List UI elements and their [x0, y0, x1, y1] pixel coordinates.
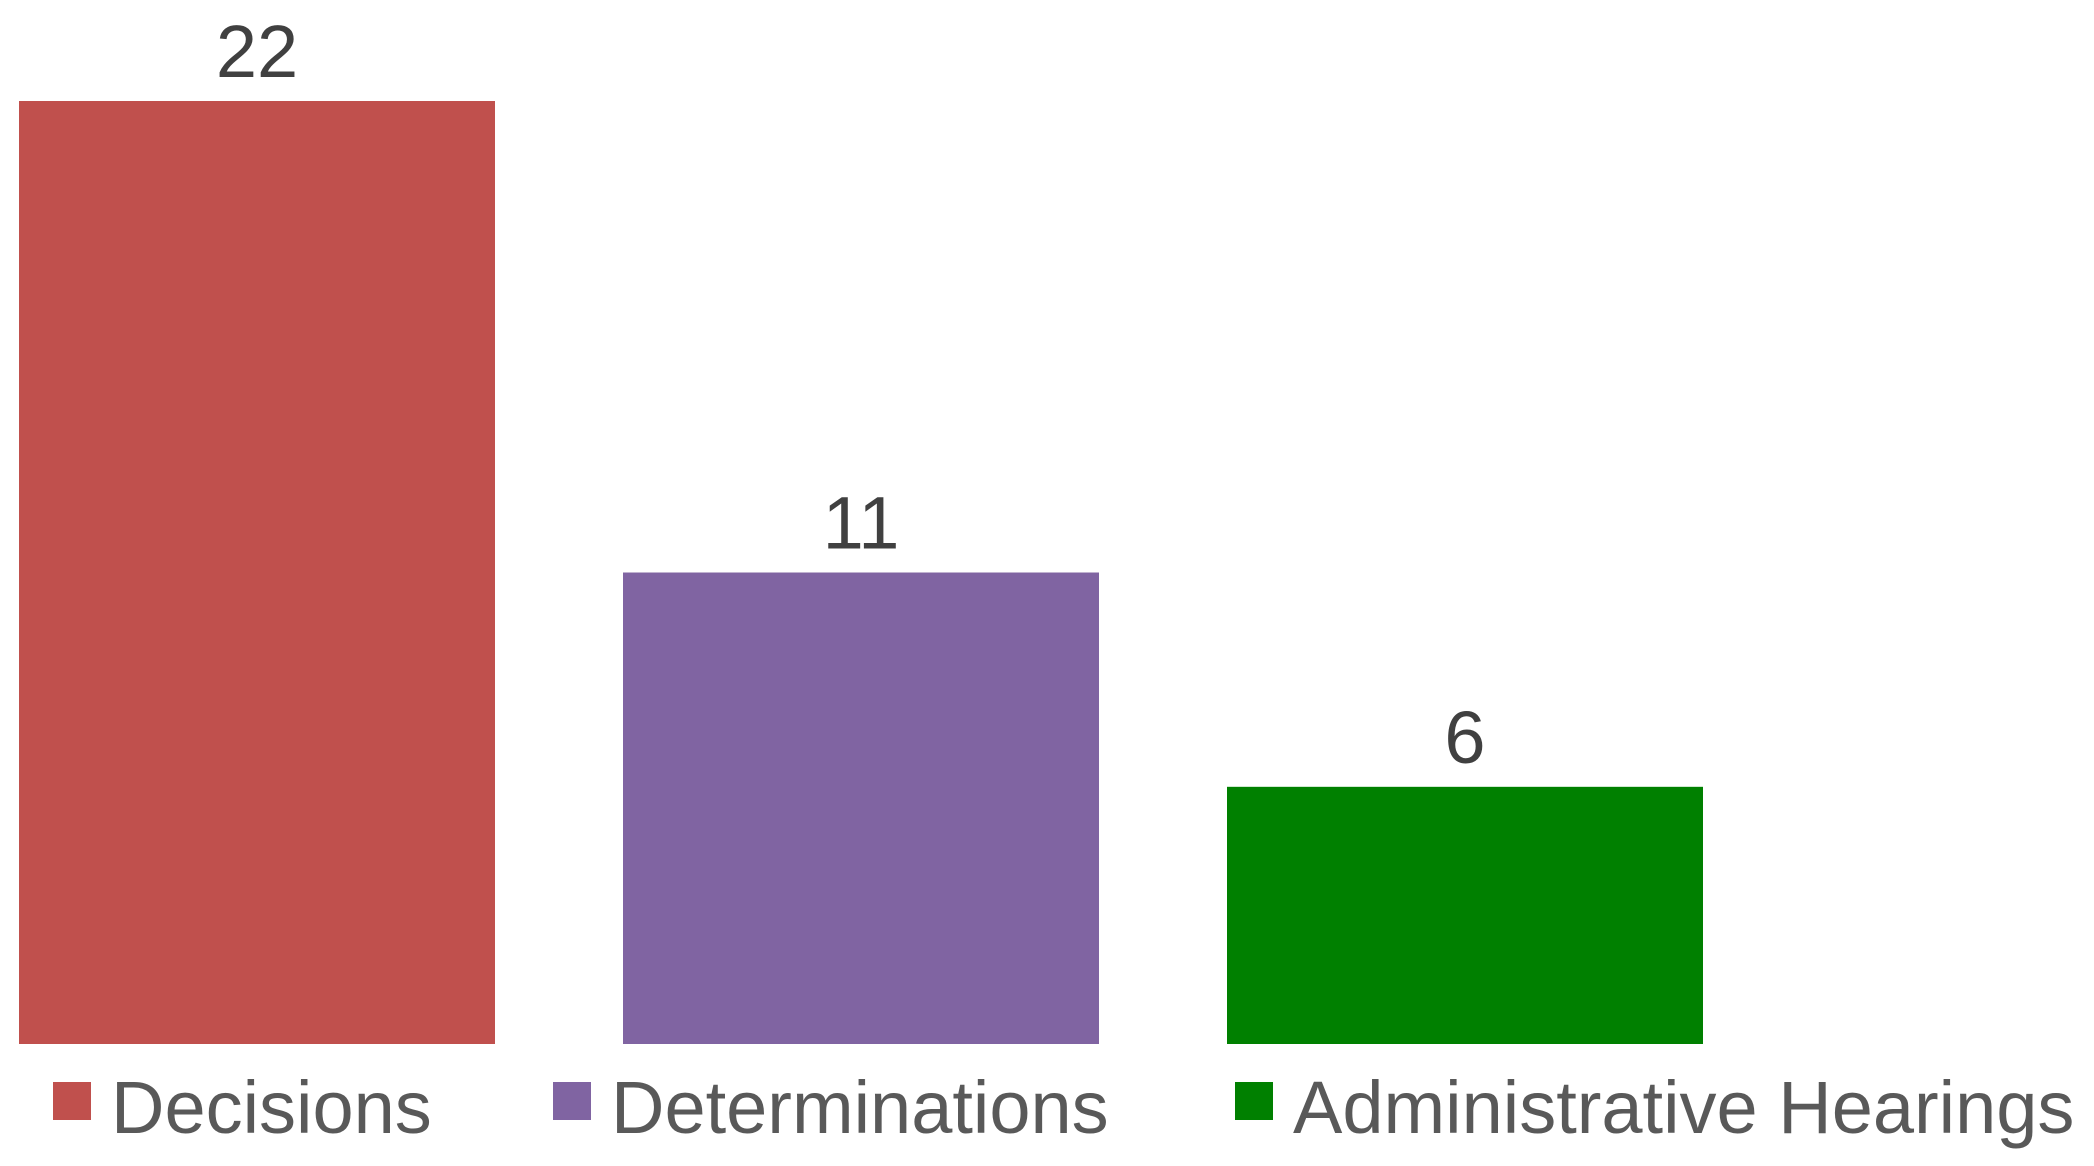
legend-label-determinations: Determinations — [611, 1066, 1109, 1149]
data-label-administrative-hearings: 6 — [1444, 696, 1485, 779]
legend-label-administrative-hearings: Administrative Hearings — [1293, 1066, 2074, 1149]
bar-administrative-hearings — [1227, 786, 1703, 1044]
bar-decisions — [19, 101, 495, 1044]
data-label-decisions: 22 — [216, 10, 298, 93]
legend-swatch-administrative-hearings — [1235, 1082, 1273, 1120]
data-label-determinations: 11 — [823, 482, 900, 565]
legend: Decisions Determinations Administrative He… — [53, 1066, 2074, 1149]
plot-area: 22 11 6 — [19, 10, 1703, 1044]
legend-swatch-decisions — [53, 1082, 91, 1120]
bar-determinations — [623, 572, 1099, 1044]
legend-swatch-determinations — [553, 1082, 591, 1120]
legend-label-decisions: Decisions — [111, 1066, 432, 1149]
